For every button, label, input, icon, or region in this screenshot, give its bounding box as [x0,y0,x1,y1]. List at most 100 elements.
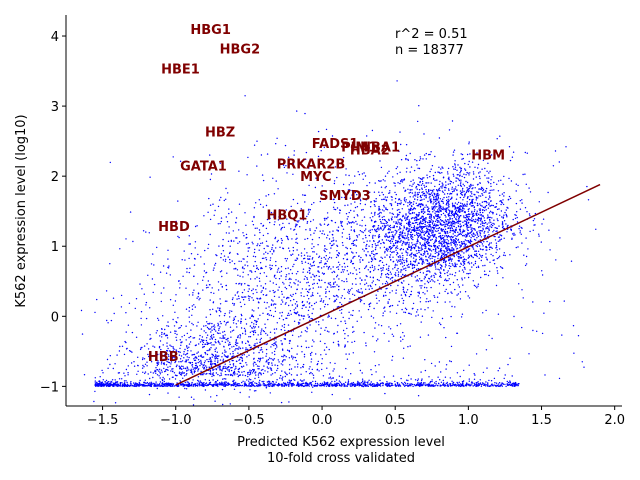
data-point [125,341,127,344]
data-point [252,293,254,295]
data-point [193,359,196,362]
data-point [167,369,169,371]
data-point [259,231,261,234]
data-point [202,343,204,346]
data-point [324,219,326,221]
data-point [141,367,144,369]
data-point [453,254,455,256]
data-point [277,269,279,271]
data-point [228,252,231,255]
data-point [363,241,365,244]
data-point [325,292,327,294]
data-point [207,286,209,289]
data-point [337,226,340,228]
data-point [260,291,262,293]
data-point [275,260,277,263]
data-point [176,374,178,377]
data-point [349,398,351,400]
data-point [180,355,183,357]
data-point [445,264,447,266]
data-point [465,385,467,387]
data-point [463,196,465,199]
data-point [113,312,115,315]
data-point [235,339,238,341]
data-point [356,383,359,385]
data-point [485,381,487,383]
data-point [231,310,233,312]
data-point [211,375,213,378]
data-point [125,238,127,240]
data-point [143,345,146,347]
data-point [394,216,396,218]
data-point [165,368,167,371]
data-point [258,365,260,368]
data-point [296,301,298,303]
data-point [203,364,205,366]
data-point [338,285,340,288]
data-point [172,304,174,306]
data-point [489,218,491,221]
data-point [153,264,155,266]
data-point [338,289,340,291]
data-point [191,366,194,368]
data-point [169,344,171,346]
data-point [242,276,244,278]
data-point [312,261,315,264]
data-point [209,322,211,324]
data-point [405,295,407,297]
data-point [334,295,336,298]
data-point [410,213,412,215]
data-point [372,277,374,279]
data-point [350,182,352,184]
data-point [169,385,172,387]
data-point [107,367,109,369]
data-point [144,371,147,373]
data-point [335,379,338,381]
data-point [176,382,178,384]
data-point [519,200,521,202]
data-point [265,257,267,259]
data-point [308,285,310,287]
data-point [172,318,174,321]
data-point [421,378,423,380]
data-point [139,382,141,385]
data-point [158,362,160,364]
data-point [332,377,334,379]
data-point [155,385,157,387]
data-point [224,341,227,343]
data-point [193,372,196,374]
data-point [331,380,333,383]
data-point [116,385,119,387]
data-point [191,371,193,373]
data-point [186,383,188,386]
data-point [296,220,298,222]
data-point [281,355,283,358]
data-point [169,331,172,333]
data-point [475,253,478,255]
data-point [383,219,386,221]
data-point [133,361,135,363]
data-point [459,166,461,169]
data-point [200,363,202,365]
data-point [213,336,215,338]
data-point [288,357,291,359]
data-point [175,330,177,332]
data-point [445,199,448,202]
data-point [237,352,239,354]
data-point [490,380,493,382]
data-point [119,345,121,348]
data-point [257,346,259,349]
data-point [179,358,182,360]
data-point [328,266,330,269]
data-point [446,171,449,173]
data-point [307,209,310,211]
data-point [273,249,275,252]
data-point [430,189,432,191]
data-point [272,304,275,306]
data-point [301,307,303,310]
data-point [349,289,352,291]
data-point [154,383,156,385]
data-point [433,382,436,384]
data-point [359,277,361,279]
data-point [101,369,103,372]
